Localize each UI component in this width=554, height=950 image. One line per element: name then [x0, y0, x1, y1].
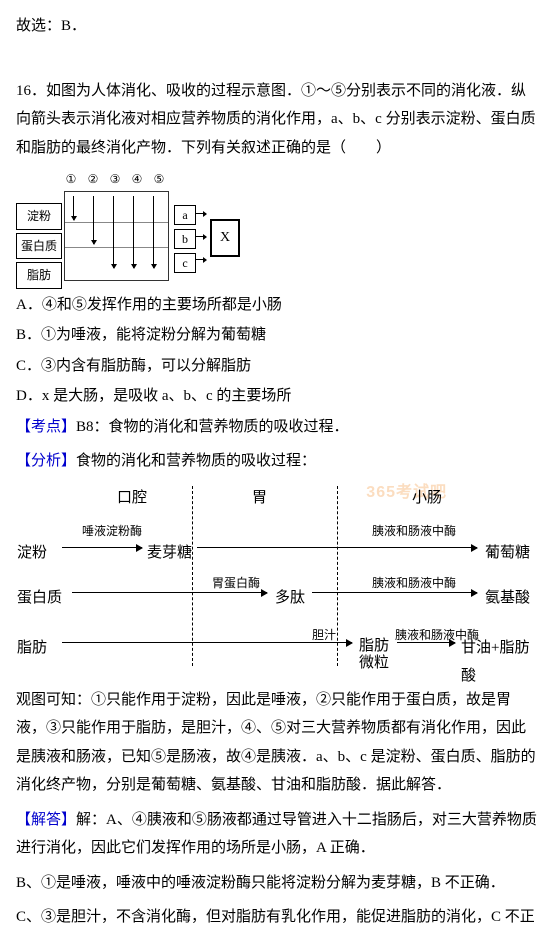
starch-enz1: 唾液淀粉酶	[82, 520, 142, 543]
fig1-top-labels: ① ② ③ ④ ⑤	[64, 168, 246, 191]
fat-mid2: 微粒	[359, 649, 389, 678]
starch-enz2: 胰液和肠液中酶	[372, 520, 456, 543]
question-number: 16．	[16, 83, 46, 99]
fenxi-line: 【分析】食物的消化和营养物质的吸收过程：	[16, 447, 538, 476]
label-circ-2: ②	[86, 168, 100, 191]
fig1-row-labels: 淀粉 蛋白质 脂肪	[16, 203, 62, 292]
option-c: C．③内含有脂肪酶，可以分解脂肪	[16, 352, 538, 381]
question-text: 如图为人体消化、吸收的过程示意图．①～⑤分别表示不同的消化液．纵向箭头表示消化液…	[16, 83, 536, 156]
analysis-paragraph: 观图可知：①只能作用于淀粉，因此是唾液，②只能作用于蛋白质，故是胃液，③只能作用…	[16, 686, 538, 800]
col-stomach: 胃	[252, 484, 267, 513]
arrow-to-c	[196, 259, 206, 260]
protein-enz1: 胃蛋白酶	[212, 572, 260, 595]
row2-protein: 蛋白质	[17, 584, 62, 613]
jieda-a-text: 解：A、④胰液和⑤肠液都通过导管进入十二指肠后，对三大营养物质进行消化，因此它们…	[16, 812, 537, 857]
arrow-4	[133, 196, 134, 268]
box-b: b	[174, 229, 196, 249]
option-a: A．④和⑤发挥作用的主要场所都是小肠	[16, 291, 538, 320]
arrow-5	[153, 196, 154, 268]
fig1-arrow-area	[64, 191, 169, 281]
arrow-1	[73, 196, 74, 220]
kaodian-text: B8：食物的消化和营养物质的吸收过程．	[76, 419, 349, 435]
figure-digestion-flow: 365考试吧 口腔 胃 小肠 淀粉 唾液淀粉酶 麦芽糖 胰液和肠液中酶 葡萄糖 …	[17, 484, 537, 674]
starch-mid: 麦芽糖	[147, 539, 192, 568]
arrow-3	[113, 196, 114, 268]
fat-end: 甘油+脂肪酸	[461, 634, 537, 691]
fat-arrow1	[62, 642, 352, 643]
col-mouth: 口腔	[117, 484, 147, 513]
fat-enz1: 胆汁	[312, 624, 336, 647]
protein-mid: 多肽	[275, 584, 305, 613]
jieda-c: C、③是胆汁，不含消化酶，但对脂肪有乳化作用，能促进脂肪的消化，C 不正	[16, 903, 538, 932]
vline-2	[337, 486, 338, 666]
option-d: D．x 是大肠，是吸收 a、b、c 的主要场所	[16, 382, 538, 411]
option-b: B．①为唾液，能将淀粉分解为葡萄糖	[16, 321, 538, 350]
label-circ-5: ⑤	[152, 168, 166, 191]
label-circ-3: ③	[108, 168, 122, 191]
arrow-2	[93, 196, 94, 244]
vline-1	[192, 486, 193, 666]
previous-answer: 故选：B．	[16, 12, 538, 41]
figure-digestion-small: ① ② ③ ④ ⑤ 淀粉 蛋白质 脂肪 a b c X	[16, 168, 246, 281]
kaodian-line: 【考点】B8：食物的消化和营养物质的吸收过程．	[16, 413, 538, 442]
box-c: c	[174, 253, 196, 273]
fenxi-label: 【分析】	[16, 453, 76, 469]
arrow-to-a	[196, 213, 206, 214]
col-intestine: 小肠	[412, 484, 442, 513]
row-starch: 淀粉	[16, 203, 62, 230]
row2-starch: 淀粉	[17, 539, 47, 568]
jieda-a: 【解答】解：A、④胰液和⑤肠液都通过导管进入十二指肠后，对三大营养物质进行消化，…	[16, 806, 538, 863]
box-x: X	[210, 219, 240, 257]
starch-arrow2	[197, 547, 477, 548]
jieda-label: 【解答】	[16, 812, 76, 828]
row-protein: 蛋白质	[16, 233, 62, 260]
protein-enz2: 胰液和肠液中酶	[372, 572, 456, 595]
starch-arrow1	[62, 547, 142, 548]
jieda-b: B、①是唾液，唾液中的唾液淀粉酶只能将淀粉分解为麦芽糖，B 不正确．	[16, 869, 538, 898]
label-circ-1: ①	[64, 168, 78, 191]
fig1-abc: a b c	[174, 205, 196, 277]
question-stem: 16．如图为人体消化、吸收的过程示意图．①～⑤分别表示不同的消化液．纵向箭头表示…	[16, 77, 538, 163]
fenxi-text: 食物的消化和营养物质的吸收过程：	[76, 453, 316, 469]
arrow-to-b	[196, 236, 206, 237]
label-circ-4: ④	[130, 168, 144, 191]
row2-fat: 脂肪	[17, 634, 47, 663]
box-a: a	[174, 205, 196, 225]
starch-end: 葡萄糖	[485, 539, 530, 568]
row-fat: 脂肪	[16, 262, 62, 289]
protein-end: 氨基酸	[485, 584, 530, 613]
kaodian-label: 【考点】	[16, 419, 76, 435]
